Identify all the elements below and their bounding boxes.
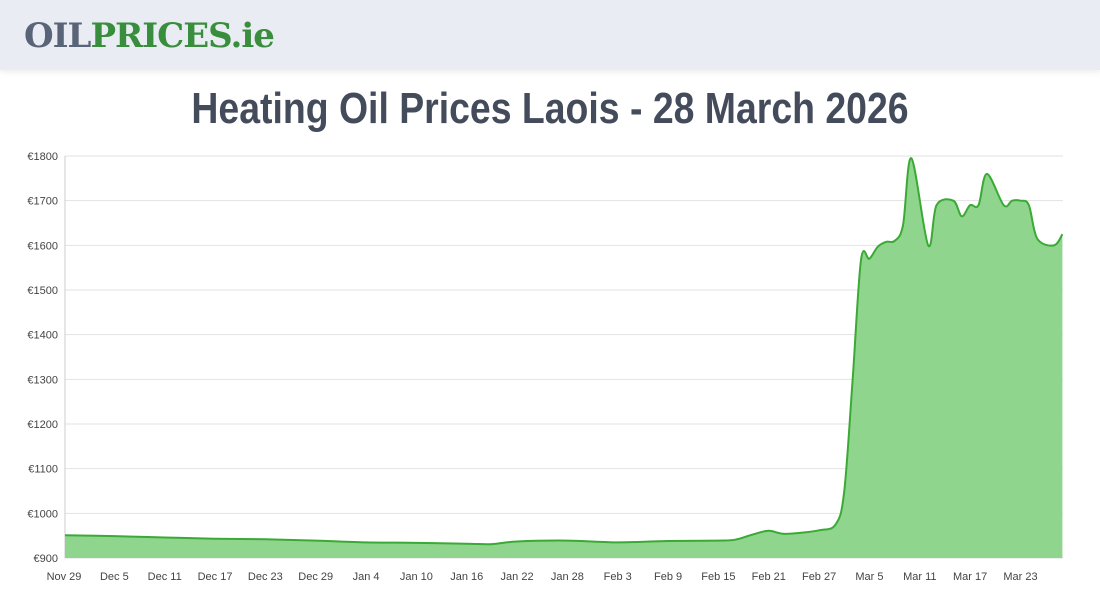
x-tick-label: Feb 3 xyxy=(604,571,632,583)
site-header: OILPRICES.ie xyxy=(0,0,1100,70)
x-tick-label: Jan 10 xyxy=(400,571,433,583)
y-tick-label: €1200 xyxy=(27,419,58,431)
x-tick-label: Dec 11 xyxy=(148,571,182,583)
y-tick-label: €1600 xyxy=(27,240,58,252)
x-tick-label: Dec 23 xyxy=(248,571,283,583)
y-tick-label: €1700 xyxy=(27,196,58,208)
x-tick-label: Mar 23 xyxy=(1003,571,1037,583)
x-tick-label: Nov 29 xyxy=(47,571,82,583)
x-tick-label: Dec 17 xyxy=(198,571,233,583)
y-tick-label: €1300 xyxy=(27,374,58,386)
page-title: Heating Oil Prices Laois - 28 March 2026 xyxy=(191,84,909,133)
x-tick-label: Jan 4 xyxy=(353,571,380,583)
x-tick-label: Feb 27 xyxy=(802,571,836,583)
x-tick-label: Feb 21 xyxy=(752,571,786,583)
y-tick-label: €1500 xyxy=(27,285,58,297)
x-tick-label: Jan 28 xyxy=(551,571,584,583)
x-tick-label: Feb 9 xyxy=(654,571,682,583)
logo-text-prices: PRICES.ie xyxy=(90,16,274,56)
x-tick-label: Feb 15 xyxy=(701,571,735,583)
x-tick-label: Mar 11 xyxy=(903,571,936,583)
price-area xyxy=(65,158,1063,558)
site-logo[interactable]: OILPRICES.ie xyxy=(24,16,275,56)
x-tick-label: Mar 17 xyxy=(953,571,987,583)
x-tick-label: Dec 29 xyxy=(298,571,333,583)
y-tick-label: €1400 xyxy=(27,330,58,342)
x-tick-label: Mar 5 xyxy=(855,571,883,583)
y-tick-label: €1000 xyxy=(27,508,58,520)
price-line xyxy=(64,157,1064,546)
logo-text-oil: OIL xyxy=(24,16,91,56)
x-tick-label: Jan 16 xyxy=(450,571,483,583)
x-tick-label: Dec 5 xyxy=(100,571,129,583)
x-tick-label: Jan 22 xyxy=(501,571,534,583)
y-tick-label: €1800 xyxy=(27,151,58,163)
y-tick-label: €900 xyxy=(34,553,58,565)
y-tick-label: €1100 xyxy=(28,464,58,476)
